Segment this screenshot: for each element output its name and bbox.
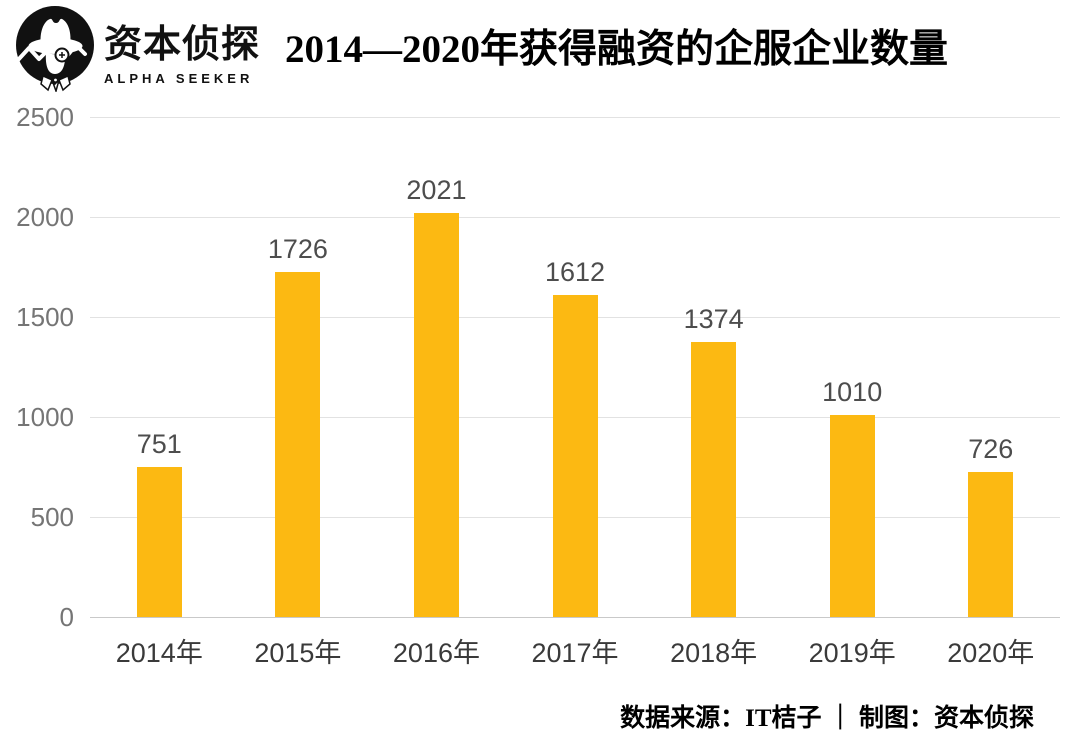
- gridline: [90, 116, 1060, 118]
- chart-column: 1374 2018年: [644, 117, 783, 668]
- alpha-seeker-logo-icon: [16, 6, 94, 92]
- bar-value-label: 1010: [822, 377, 883, 407]
- chart-column: 1612 2017年: [506, 117, 645, 668]
- chart-column: 751 2014年: [90, 117, 229, 668]
- chart-column: 726 2020年: [921, 117, 1060, 668]
- bar: [968, 471, 1014, 617]
- bar: [829, 415, 875, 617]
- brand-block: 资本侦探 ALPHA SEEKER: [104, 13, 279, 86]
- x-axis-baseline: [90, 616, 1060, 618]
- brand-name: 资本侦探: [104, 24, 261, 66]
- source-caption: 数据来源：IT桔子 ｜ 制图：资本侦探: [620, 705, 1034, 732]
- bar-value-label: 1374: [683, 304, 744, 335]
- y-tick-label: 1500: [16, 302, 74, 332]
- y-tick-label: 2000: [16, 202, 74, 232]
- chart-column: 1726 2015年: [229, 117, 368, 668]
- bar-columns: 751 2014年 1726 2015年 2021 2016年 1612 2017年 1374 2…: [90, 117, 1060, 668]
- header: 资本侦探 ALPHA SEEKER 2014—2020年获得融资的企服企业数量: [0, 0, 1080, 100]
- bar: [275, 271, 321, 617]
- y-tick-label: 500: [30, 502, 74, 532]
- y-tick-label: 0: [59, 602, 74, 632]
- x-tick-label: 2016年: [392, 638, 480, 668]
- bar-value-label: 2021: [406, 174, 467, 205]
- bar: [552, 294, 598, 617]
- x-tick-label: 2015年: [254, 638, 342, 668]
- chart-title: 2014—2020年获得融资的企服企业数量: [285, 28, 949, 71]
- x-tick-label: 2019年: [808, 638, 896, 668]
- x-tick-label: 2017年: [531, 638, 619, 668]
- bar-value-label: 1726: [267, 233, 328, 264]
- y-tick-label: 2500: [16, 102, 74, 132]
- bar-value-label: 1612: [544, 256, 606, 287]
- bar-chart-plot-area: 0 500 1000 1500 2000 2500 751 2014年 1726 2015年 202…: [16, 104, 1060, 668]
- bar-value-label: 751: [136, 428, 182, 459]
- y-tick-label: 1000: [16, 402, 74, 432]
- x-tick-label: 2020年: [947, 638, 1035, 668]
- chart-column: 2021 2016年: [367, 117, 506, 668]
- x-tick-label: 2018年: [670, 638, 758, 668]
- chart-column: 1010 2019年: [783, 117, 922, 668]
- bar: [413, 212, 459, 617]
- bar: [691, 342, 737, 617]
- bar: [136, 466, 182, 617]
- bar-value-label: 726: [968, 433, 1014, 464]
- brand-subtitle: ALPHA SEEKER: [104, 71, 254, 86]
- gridline: [90, 216, 1060, 218]
- x-tick-label: 2014年: [115, 638, 203, 668]
